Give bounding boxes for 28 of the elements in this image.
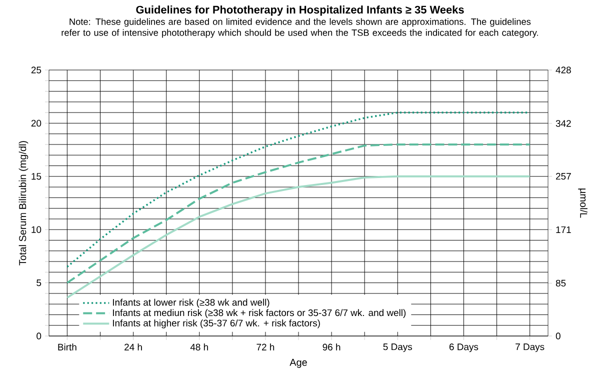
y-axis-title: Total Serum Bilirubin (mg/dl): [18, 141, 28, 266]
x-tick-label: Birth: [58, 344, 76, 350]
x-tick-label: 48 h: [190, 344, 208, 350]
x-axis-title: Age: [290, 358, 307, 368]
legend-label: Infants at mediun risk (≥38 wk + risk factors or 35-37 6/7 wk. and well): [112, 309, 406, 318]
x-tick-label: 96 h: [322, 344, 340, 350]
y2-axis-title: µmol/L: [578, 188, 588, 218]
y2-tick-label: 171: [556, 226, 571, 233]
x-tick-label: 6 Days: [449, 344, 478, 352]
y-tick-label: 20: [31, 120, 42, 127]
legend-label: Infants at higher risk (35-37 6/7 wk. + risk factors): [112, 319, 320, 328]
y2-tick-label: 0: [556, 332, 560, 340]
x-tick-label: 7 Days: [516, 344, 544, 352]
x-tick-label: 72 h: [256, 344, 274, 350]
y-tick-label: 5: [36, 279, 42, 286]
chart-subtitle: Note: These guidelines are based on limited evidence and the levels shown are approximations. The guidelines refer to use of intensive phototherapy which should be used when the TSB exceeds the indicated for each category.: [62, 18, 538, 38]
x-tick-label: 24 h: [124, 344, 142, 350]
x-tick-label: 5 Days: [383, 344, 412, 352]
y2-tick-label: 257: [556, 172, 571, 180]
y-tick-label: 25: [31, 66, 42, 74]
y-tick-label: 10: [32, 226, 42, 233]
y-tick-label: 0: [36, 332, 42, 340]
y2-tick-label: 428: [556, 66, 571, 74]
y2-tick-label: 85: [556, 280, 566, 287]
y-tick-label: 15: [32, 173, 42, 180]
y2-tick-label: 342: [556, 120, 571, 127]
legend-label: Infants at lower risk (≥38 wk and well): [112, 298, 270, 308]
chart-title: Guidelines for Phototherapy in Hospitalized Infants ≥ 35 Weeks: [136, 6, 464, 16]
